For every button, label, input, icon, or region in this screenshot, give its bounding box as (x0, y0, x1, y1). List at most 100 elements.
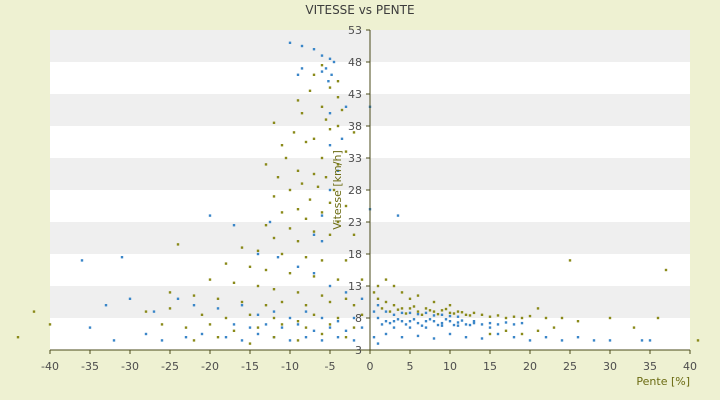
data-point (560, 316, 564, 320)
y-tick-label: 53 (348, 24, 362, 37)
data-point (400, 336, 404, 339)
data-point (128, 297, 132, 300)
data-point (448, 332, 452, 336)
data-point (400, 291, 404, 294)
x-tick-label: 35 (643, 360, 657, 373)
data-point (456, 315, 460, 318)
data-point (400, 307, 404, 310)
data-point (280, 252, 284, 256)
data-point (304, 326, 308, 329)
data-point (288, 41, 292, 44)
data-point (192, 304, 196, 307)
data-point (472, 321, 476, 325)
data-point (296, 169, 300, 172)
y-tick-label: 13 (348, 280, 362, 293)
data-point (192, 294, 196, 297)
data-point (424, 311, 428, 315)
data-point (284, 156, 288, 160)
data-point (272, 236, 276, 240)
data-point (664, 268, 668, 272)
data-point (464, 323, 468, 326)
y-tick-label: 33 (348, 152, 362, 165)
data-point (240, 300, 244, 304)
series-1 (16, 64, 700, 345)
data-point (460, 319, 464, 322)
data-point (324, 176, 328, 179)
y-tick-label: 43 (348, 88, 362, 101)
data-point (300, 44, 304, 48)
data-point (208, 278, 212, 281)
data-point (280, 211, 284, 214)
data-point (288, 316, 292, 320)
data-point (160, 339, 164, 342)
data-point (440, 309, 444, 312)
data-point (232, 224, 236, 227)
data-point (312, 329, 316, 332)
data-point (404, 312, 408, 315)
data-point (320, 64, 324, 67)
data-point (384, 332, 388, 336)
data-point (312, 48, 316, 51)
x-tick-label: 0 (367, 360, 374, 373)
y-tick-label: 18 (348, 248, 362, 261)
data-point (488, 315, 492, 318)
data-point (488, 332, 492, 336)
data-point (428, 318, 432, 321)
data-point (320, 339, 324, 342)
chart-title: VITESSE vs PENTE (305, 3, 414, 17)
data-point (360, 313, 364, 316)
tick-labels: -40 -35 -30 -25 -20 -15 -10 -5 0 5 10 15 20 25 30 35 40 3… (41, 24, 697, 373)
data-point (328, 57, 332, 60)
data-point (352, 316, 356, 320)
data-point (384, 310, 388, 313)
data-point (392, 284, 396, 288)
data-point (412, 305, 416, 308)
data-point (288, 188, 292, 192)
data-point (328, 86, 332, 89)
data-point (448, 314, 452, 318)
data-point (320, 54, 324, 57)
data-point (296, 73, 300, 76)
data-point (376, 304, 380, 307)
data-point (304, 310, 308, 313)
data-point (332, 188, 336, 192)
data-point (468, 323, 472, 327)
data-point (184, 336, 188, 339)
data-point (296, 291, 300, 294)
data-point (392, 313, 396, 316)
data-point (344, 150, 348, 153)
data-point (360, 326, 364, 329)
data-point (608, 316, 612, 320)
data-point (224, 262, 228, 265)
data-point (424, 320, 428, 323)
data-point (276, 176, 280, 179)
data-point (480, 313, 484, 316)
data-point (296, 265, 300, 268)
data-point (328, 300, 332, 304)
data-point (392, 326, 396, 329)
data-point (456, 324, 460, 327)
data-point (452, 323, 456, 327)
data-point (416, 312, 420, 316)
data-point (328, 188, 332, 192)
y-tick-label: 8 (355, 312, 362, 325)
data-point (312, 230, 316, 233)
data-point (264, 323, 268, 326)
data-point (432, 310, 436, 313)
data-point (320, 294, 324, 297)
data-point (436, 323, 440, 327)
data-point (376, 316, 380, 320)
data-point (416, 321, 420, 325)
data-point (300, 67, 304, 70)
data-point (336, 336, 340, 339)
data-point (404, 323, 408, 326)
data-point (360, 278, 364, 281)
data-point (372, 291, 376, 294)
data-point (440, 313, 444, 316)
data-point (400, 311, 404, 315)
y-axis-label: Vitesse [km/h] (331, 150, 344, 230)
x-axis-label: Pente [%] (636, 375, 690, 388)
data-point (640, 339, 644, 342)
data-point (344, 336, 348, 339)
